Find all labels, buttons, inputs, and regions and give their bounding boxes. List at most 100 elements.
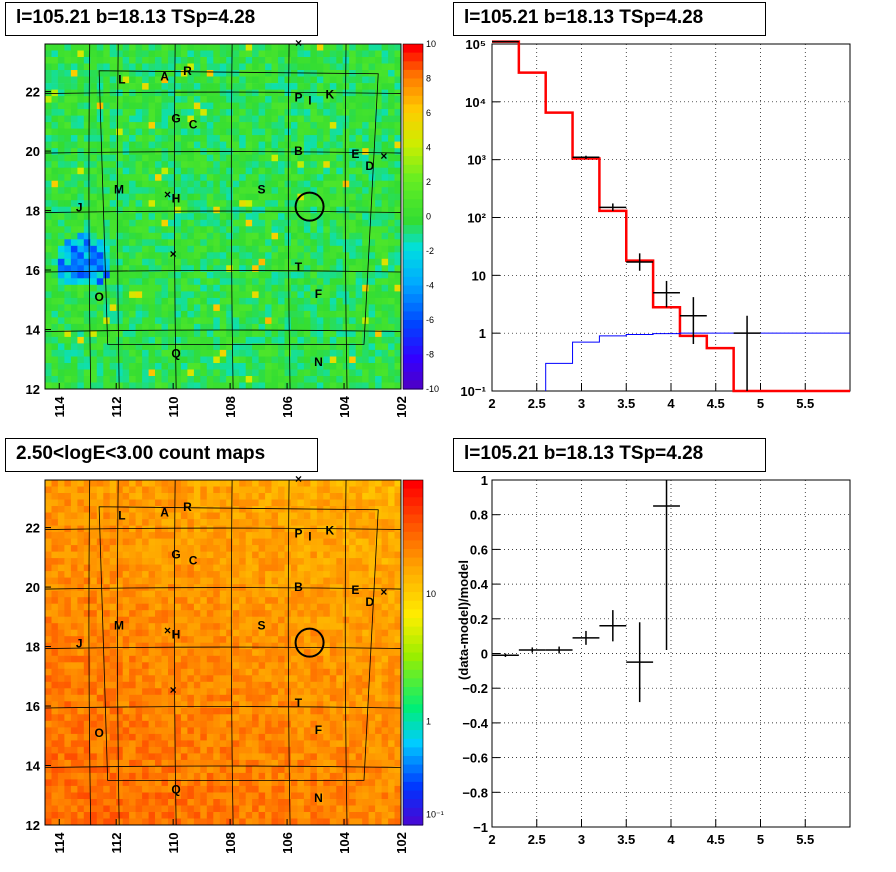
colorbar: [403, 480, 423, 826]
source-cross: ×: [380, 585, 387, 599]
colorbar-tick: 1: [426, 717, 431, 727]
map-grid: [44, 43, 402, 390]
y-tick-label: 16: [26, 699, 40, 714]
source-label-F: F: [315, 723, 322, 737]
source-label-O: O: [94, 726, 103, 740]
roi-boundary: [98, 70, 379, 345]
y-tick-label: 14: [26, 323, 41, 338]
residual-grid: [491, 479, 850, 828]
colorbar-tick: 6: [426, 108, 431, 118]
source-label-I: I: [308, 94, 311, 108]
roi-boundary: [98, 506, 379, 781]
map-frame: [44, 479, 402, 826]
x-tick-label: 2: [488, 832, 495, 847]
colorbar-tick: 2: [426, 177, 431, 187]
y-tick-label: 10⁻¹: [460, 384, 486, 399]
source-label-K: K: [325, 524, 334, 538]
x-tick-label: 112: [109, 397, 124, 418]
source-label-N: N: [314, 355, 323, 369]
background-step-line: [545, 332, 850, 391]
source-label-G: G: [171, 111, 180, 125]
source-label-K: K: [325, 88, 334, 102]
source-cross: ×: [295, 472, 302, 486]
colorbar-tick: 10⁻¹: [426, 810, 444, 820]
x-tick-label: 4.5: [707, 396, 725, 411]
source-label-O: O: [94, 290, 103, 304]
x-tick-label: 5.5: [796, 396, 814, 411]
source-label-S: S: [257, 619, 265, 633]
source-label-R: R: [183, 500, 192, 514]
y-tick-label: 10³: [467, 153, 486, 168]
source-label-P: P: [294, 527, 302, 541]
x-tick-label: 5: [757, 396, 764, 411]
x-tick-label: 104: [337, 831, 352, 853]
y-axis-label: (data-model)/model: [456, 560, 471, 680]
source-label-Q: Q: [171, 782, 180, 796]
source-label-L: L: [118, 73, 125, 87]
x-tick-label: 114: [52, 396, 67, 418]
x-tick-label: 5: [757, 832, 764, 847]
y-tick-label: 10²: [467, 211, 486, 226]
source-label-I: I: [308, 530, 311, 544]
y-tick-label: 22: [26, 85, 40, 100]
source-label-T: T: [295, 260, 303, 274]
x-tick-label: 102: [394, 396, 409, 418]
title-top-left: l=105.21 b=18.13 TSp=4.28: [5, 2, 318, 36]
y-tick-label: 18: [26, 640, 40, 655]
y-tick-label: 10⁴: [465, 95, 486, 110]
source-label-D: D: [365, 595, 374, 609]
residual-frame: [491, 479, 851, 828]
colorbar-frame: [402, 43, 424, 390]
y-tick-label: 0.6: [470, 542, 488, 557]
source-cross: ×: [164, 188, 171, 202]
y-tick-label: −0.2: [462, 681, 488, 696]
y-tick-label: 22: [26, 521, 40, 536]
y-tick-label: 12: [26, 382, 40, 397]
source-label-A: A: [160, 506, 169, 520]
source-label-H: H: [172, 628, 181, 642]
colorbar-tick: -4: [426, 281, 434, 291]
y-tick-label: 14: [26, 759, 41, 774]
x-tick-label: 4.5: [707, 832, 725, 847]
x-tick-label: 110: [166, 833, 181, 854]
colorbar: [403, 44, 423, 390]
y-tick-label: 0: [481, 647, 488, 662]
source-cross: ×: [380, 149, 387, 163]
source-label-L: L: [118, 509, 125, 523]
source-label-D: D: [365, 159, 374, 173]
spectrum-frame: [491, 43, 851, 392]
x-tick-label: 2.5: [528, 396, 546, 411]
source-label-R: R: [183, 64, 192, 78]
source-label-J: J: [76, 637, 83, 651]
x-tick-label: 2: [488, 396, 495, 411]
source-label-A: A: [160, 70, 169, 84]
colorbar-tick: -10: [426, 384, 439, 394]
source-label-C: C: [189, 117, 198, 131]
y-tick-label: 0.4: [470, 577, 489, 592]
y-tick-label: −1: [473, 820, 488, 835]
y-tick-label: −0.6: [462, 751, 488, 766]
source-label-C: C: [189, 553, 198, 567]
map-frame: [44, 43, 402, 390]
map-grid: [44, 479, 402, 826]
x-tick-label: 3.5: [617, 396, 635, 411]
x-tick-label: 106: [280, 396, 295, 418]
significance-pixels: [45, 44, 402, 390]
source-label-M: M: [114, 183, 124, 197]
y-tick-label: 0.2: [470, 612, 488, 627]
model-step-line: [492, 40, 850, 393]
x-tick-label: 114: [52, 832, 67, 854]
test-position-circle: [294, 627, 325, 658]
source-cross: ×: [295, 36, 302, 50]
x-tick-label: 102: [394, 832, 409, 854]
source-label-H: H: [172, 192, 181, 206]
title-top-right: l=105.21 b=18.13 TSp=4.28: [453, 2, 766, 36]
test-position-circle: [294, 191, 325, 222]
colorbar-tick: 10: [426, 589, 436, 599]
source-cross: ×: [164, 624, 171, 638]
x-tick-label: 110: [166, 397, 181, 418]
x-tick-label: 5.5: [796, 832, 814, 847]
